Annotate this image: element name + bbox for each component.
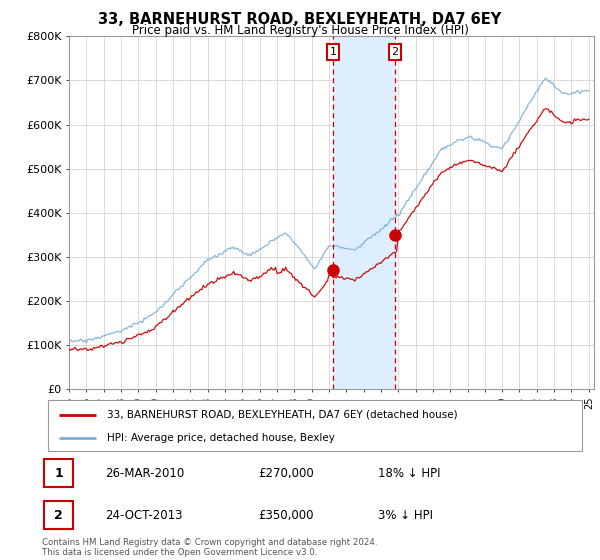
FancyBboxPatch shape — [44, 459, 73, 487]
Text: 24-OCT-2013: 24-OCT-2013 — [105, 508, 182, 522]
Text: 1: 1 — [329, 47, 337, 57]
Text: 26-MAR-2010: 26-MAR-2010 — [105, 466, 184, 480]
Text: 18% ↓ HPI: 18% ↓ HPI — [378, 466, 440, 480]
Text: 33, BARNEHURST ROAD, BEXLEYHEATH, DA7 6EY (detached house): 33, BARNEHURST ROAD, BEXLEYHEATH, DA7 6E… — [107, 409, 457, 419]
Text: 1: 1 — [54, 466, 63, 480]
Text: £350,000: £350,000 — [258, 508, 314, 522]
Text: 3% ↓ HPI: 3% ↓ HPI — [378, 508, 433, 522]
Text: 2: 2 — [392, 47, 398, 57]
Text: Contains HM Land Registry data © Crown copyright and database right 2024.
This d: Contains HM Land Registry data © Crown c… — [42, 538, 377, 557]
FancyBboxPatch shape — [48, 400, 582, 451]
Text: HPI: Average price, detached house, Bexley: HPI: Average price, detached house, Bexl… — [107, 433, 335, 443]
FancyBboxPatch shape — [44, 501, 73, 529]
Text: £270,000: £270,000 — [258, 466, 314, 480]
Text: 2: 2 — [54, 508, 63, 522]
Text: 33, BARNEHURST ROAD, BEXLEYHEATH, DA7 6EY: 33, BARNEHURST ROAD, BEXLEYHEATH, DA7 6E… — [98, 12, 502, 27]
Text: Price paid vs. HM Land Registry's House Price Index (HPI): Price paid vs. HM Land Registry's House … — [131, 24, 469, 36]
Bar — [333, 36, 395, 389]
